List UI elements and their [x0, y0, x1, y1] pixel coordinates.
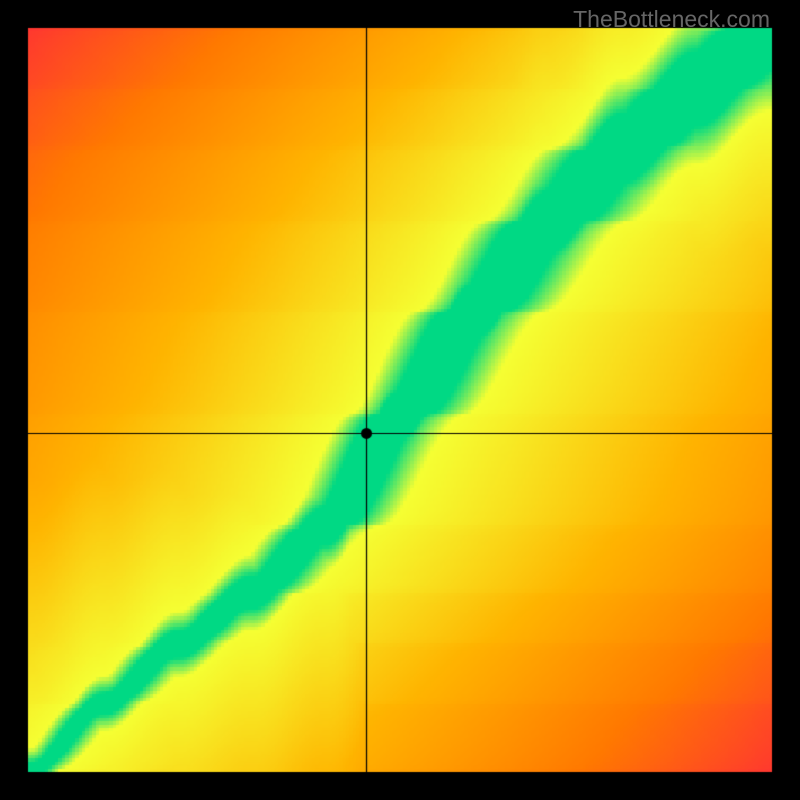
bottleneck-heatmap	[0, 0, 800, 800]
watermark-text: TheBottleneck.com	[573, 6, 770, 33]
chart-container: TheBottleneck.com	[0, 0, 800, 800]
